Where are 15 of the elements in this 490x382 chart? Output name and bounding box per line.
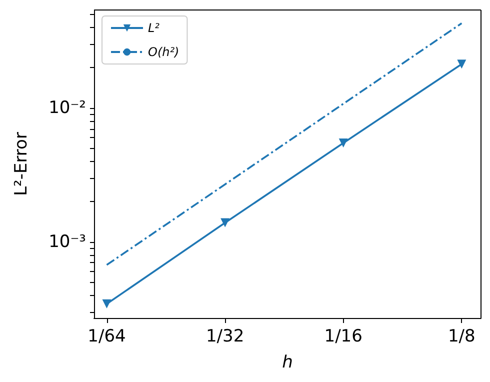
x-tick-label: 1/64 [88,326,126,346]
y-axis-title: L²-Error [12,132,32,196]
point [338,138,348,148]
legend-label: L² [148,21,160,35]
y-tick-label: 10⁻² [48,98,86,118]
line-series [106,22,463,266]
x-tick-label: 1/16 [324,326,362,346]
point [457,60,466,69]
y-tick-label: 10⁻³ [48,232,86,252]
point [220,218,230,228]
point [102,299,112,308]
legend-label: O(h²) [148,45,180,59]
x-tick-label: 1/32 [206,326,244,346]
x-tick-label: 1/8 [448,326,476,346]
x-axis-title: h [282,352,293,372]
